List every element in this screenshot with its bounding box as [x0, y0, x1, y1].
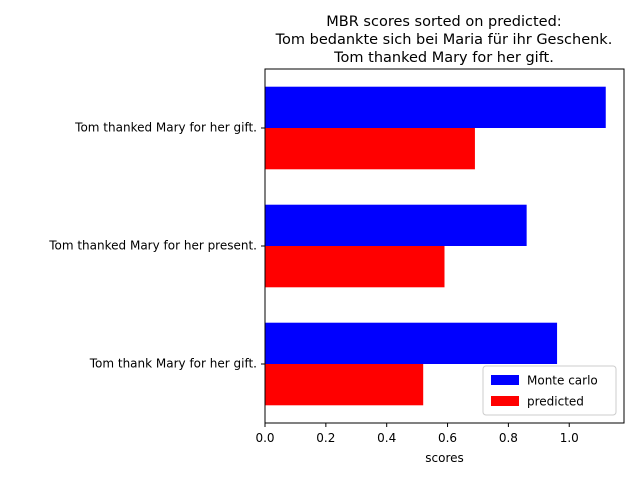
- bar-monte-carlo-0: [265, 86, 606, 128]
- legend-swatch: [491, 396, 519, 406]
- x-tick-label: 1.0: [560, 431, 579, 445]
- x-tick-label: 0.6: [438, 431, 457, 445]
- bar-monte-carlo-1: [265, 204, 527, 246]
- y-tick-label: Tom thanked Mary for her gift.: [74, 121, 257, 135]
- x-tick-label: 0.4: [377, 431, 396, 445]
- bar-predicted-2: [265, 364, 424, 406]
- y-tick-label: Tom thank Mary for her gift.: [89, 357, 257, 371]
- x-axis-label: scores: [425, 451, 464, 465]
- x-tick-label: 0.2: [316, 431, 335, 445]
- plot-area: Tom thanked Mary for her gift. Tom thanke…: [48, 68, 625, 445]
- x-tick-label: 0.8: [499, 431, 518, 445]
- x-tick-label: 0.0: [255, 431, 274, 445]
- bar-predicted-0: [265, 128, 475, 170]
- y-tick-label: Tom thanked Mary for her present.: [48, 239, 257, 253]
- legend-label: predicted: [527, 395, 584, 409]
- legend-label: Monte carlo: [527, 374, 598, 388]
- title-line-3: Tom thanked Mary for her gift.: [333, 50, 554, 66]
- legend: Monte carlo predicted: [482, 365, 617, 416]
- axes-frame: [264, 68, 625, 424]
- legend-swatch: [491, 375, 519, 385]
- title-line-2: Tom bedankte sich bei Maria für ihr Gesc…: [275, 32, 613, 48]
- title-line-1: MBR scores sorted on predicted:: [326, 14, 561, 30]
- bar-predicted-1: [265, 246, 445, 288]
- bar-monte-carlo-2: [265, 322, 558, 364]
- chart-title: MBR scores sorted on predicted: Tom beda…: [275, 14, 613, 66]
